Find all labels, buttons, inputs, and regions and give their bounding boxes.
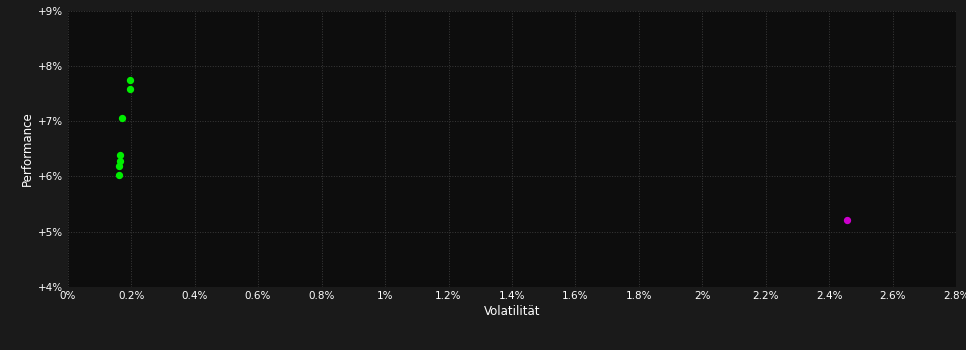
Point	[122, 77, 137, 83]
Point	[112, 153, 128, 158]
Point	[112, 159, 128, 164]
Point	[114, 116, 129, 121]
X-axis label: Volatilität: Volatilität	[484, 305, 540, 318]
Y-axis label: Performance: Performance	[21, 111, 34, 186]
Point	[111, 164, 127, 169]
Point	[111, 172, 127, 177]
Point	[122, 86, 137, 92]
Point	[839, 217, 855, 222]
